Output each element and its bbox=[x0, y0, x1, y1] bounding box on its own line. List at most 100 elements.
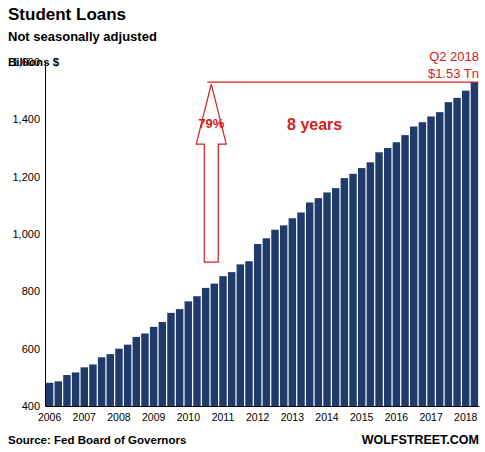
bar bbox=[462, 91, 469, 406]
bar bbox=[46, 383, 53, 406]
x-tick: 2015 bbox=[350, 406, 374, 423]
bar bbox=[349, 174, 356, 406]
bar bbox=[436, 112, 443, 406]
bar bbox=[141, 333, 148, 406]
bar bbox=[401, 135, 408, 406]
bar bbox=[185, 301, 192, 406]
x-axis-line bbox=[46, 406, 480, 407]
bar bbox=[332, 188, 339, 406]
x-tick: 2007 bbox=[73, 406, 97, 423]
x-tick-label: 2017 bbox=[419, 411, 443, 423]
x-tick: 2011 bbox=[212, 406, 235, 423]
y-tick: 600 bbox=[22, 343, 45, 355]
bars bbox=[46, 82, 478, 406]
bar bbox=[367, 162, 374, 406]
bar bbox=[245, 261, 252, 406]
x-tick-label: 2012 bbox=[246, 411, 270, 423]
bar bbox=[453, 98, 460, 406]
x-tick-label: 2009 bbox=[142, 411, 166, 423]
annotation: 79% bbox=[198, 116, 224, 131]
annotation: 8 years bbox=[287, 116, 342, 133]
source: Source: Fed Board of Governors bbox=[8, 434, 186, 446]
x-tick-label: 2008 bbox=[107, 411, 131, 423]
bar bbox=[81, 367, 88, 406]
x-tick: 2009 bbox=[142, 406, 166, 423]
x-tick: 2016 bbox=[385, 406, 409, 423]
y-tick-label: 1,400 bbox=[12, 113, 40, 125]
x-tick: 2010 bbox=[177, 406, 201, 423]
y-tick: 1,000 bbox=[12, 228, 45, 240]
bar bbox=[202, 288, 209, 406]
bar bbox=[375, 152, 382, 406]
x-tick: 2008 bbox=[107, 406, 131, 423]
y-tick-label: 1,000 bbox=[12, 228, 40, 240]
bar bbox=[306, 202, 313, 406]
y-tick-label: 800 bbox=[22, 285, 40, 297]
bar bbox=[410, 127, 417, 407]
x-tick-label: 2007 bbox=[73, 411, 97, 423]
y-tick: 400 bbox=[22, 400, 45, 412]
bar bbox=[263, 238, 270, 406]
plot: 400 600 800 1,000 1,200 1,400 1,600 2006 2007 200… bbox=[12, 49, 479, 423]
x-tick: 2006 bbox=[38, 406, 62, 423]
reference-line bbox=[207, 81, 478, 82]
bar bbox=[254, 244, 261, 406]
x-tick-label: 2018 bbox=[454, 411, 478, 423]
y-tick-label: 400 bbox=[22, 400, 40, 412]
bar bbox=[150, 327, 157, 406]
x-tick: 2014 bbox=[315, 406, 339, 423]
chart: Student LoansNot seasonally adjustedBill… bbox=[0, 0, 485, 452]
y-tick-label: 600 bbox=[22, 343, 40, 355]
bar bbox=[98, 357, 105, 406]
y-axis-title: Billions $ bbox=[8, 56, 60, 68]
bar bbox=[72, 372, 79, 406]
x-tick-label: 2010 bbox=[177, 411, 201, 423]
bar bbox=[471, 82, 478, 406]
bar bbox=[419, 122, 426, 406]
x-tick: 2013 bbox=[281, 406, 305, 423]
annotation: Q2 2018 bbox=[429, 49, 479, 64]
y-axis-line bbox=[45, 63, 46, 407]
y-tick: 800 bbox=[22, 285, 45, 297]
title: Student Loans bbox=[8, 5, 126, 24]
bar bbox=[176, 309, 183, 406]
y-tick: 1,600 bbox=[12, 56, 45, 68]
bar bbox=[167, 313, 174, 406]
x-tick: 2017 bbox=[419, 406, 443, 423]
annotations: Q2 2018 $1.53 Tn 79% 8 years bbox=[196, 49, 479, 262]
bar bbox=[315, 198, 322, 406]
x-tick: 2018 bbox=[454, 406, 478, 423]
bar bbox=[271, 230, 278, 406]
bar bbox=[358, 168, 365, 406]
bar bbox=[211, 284, 218, 406]
y-tick-label: 1,600 bbox=[12, 56, 40, 68]
bar bbox=[384, 148, 391, 406]
bar bbox=[445, 102, 452, 406]
bar bbox=[341, 178, 348, 406]
bar bbox=[280, 225, 287, 406]
x-tick-label: 2013 bbox=[281, 411, 305, 423]
y-tick: 1,400 bbox=[12, 113, 45, 125]
bar bbox=[237, 264, 244, 406]
bar bbox=[289, 218, 296, 406]
bar bbox=[115, 349, 122, 406]
bar bbox=[297, 213, 304, 407]
annotation: $1.53 Tn bbox=[428, 66, 479, 81]
bar bbox=[124, 345, 131, 406]
x-tick: 2012 bbox=[246, 406, 270, 423]
y-axis: 400 600 800 1,000 1,200 1,400 1,600 bbox=[12, 56, 45, 412]
y-tick-label: 1,200 bbox=[12, 171, 40, 183]
credit: WOLFSTREET.COM bbox=[362, 433, 479, 447]
x-tick-label: 2015 bbox=[350, 411, 374, 423]
x-tick-label: 2014 bbox=[315, 411, 339, 423]
bar bbox=[228, 272, 235, 406]
bar bbox=[63, 375, 70, 406]
y-tick: 1,200 bbox=[12, 171, 45, 183]
bar bbox=[107, 354, 114, 406]
x-tick-label: 2006 bbox=[38, 411, 62, 423]
bar bbox=[159, 322, 166, 406]
bar bbox=[393, 142, 400, 406]
bar bbox=[219, 276, 226, 406]
bar bbox=[193, 296, 200, 406]
bar bbox=[89, 364, 96, 406]
